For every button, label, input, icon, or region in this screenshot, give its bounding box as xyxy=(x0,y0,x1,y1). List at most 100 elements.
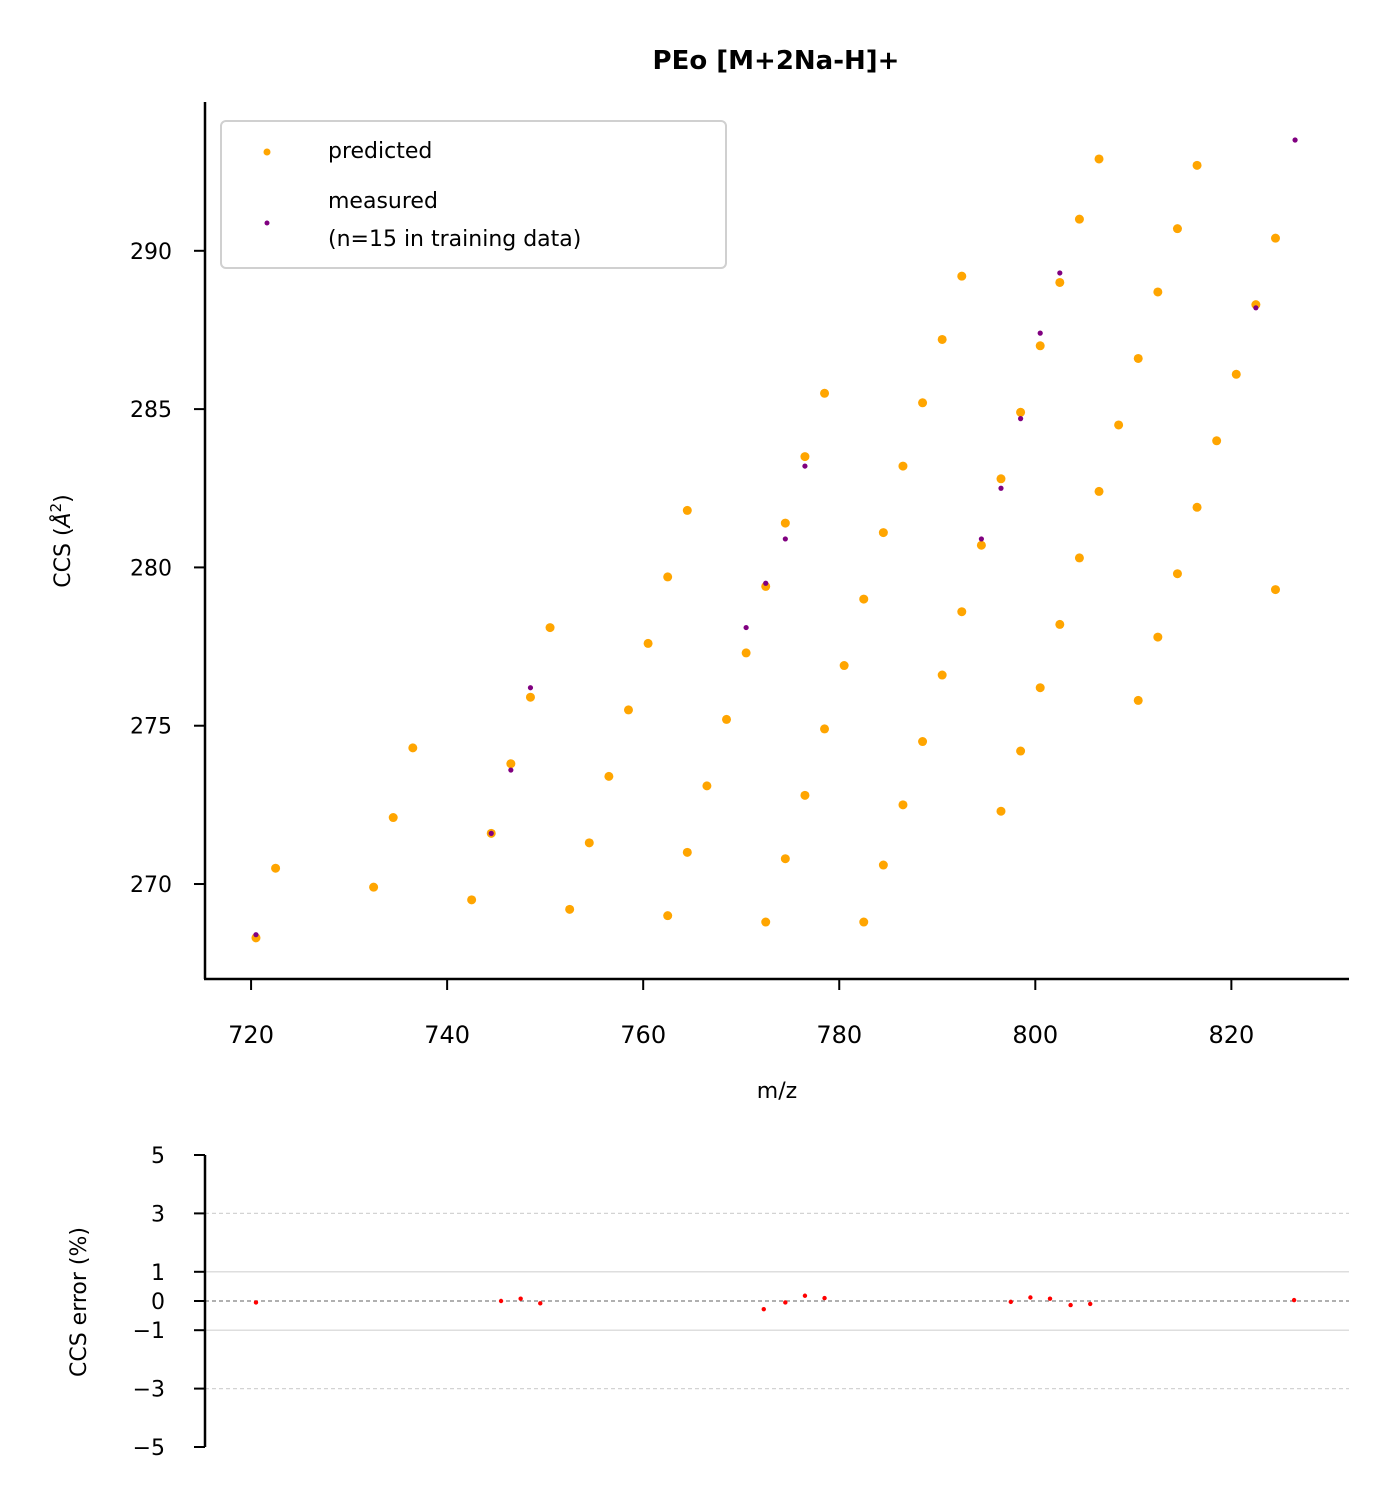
predicted-point xyxy=(408,743,418,753)
measured-point xyxy=(488,830,494,836)
predicted-point xyxy=(1192,160,1202,170)
measured-point xyxy=(1253,305,1259,311)
predicted-point xyxy=(1016,407,1026,417)
y-ticks: 270 275 280 285 290 xyxy=(130,240,205,898)
predicted-point xyxy=(1212,436,1222,446)
predicted-point xyxy=(898,461,908,471)
predicted-point xyxy=(1172,224,1182,234)
measured-point xyxy=(253,932,259,938)
predicted-point xyxy=(800,790,810,800)
predicted-point xyxy=(565,904,575,914)
x-tick-label: 720 xyxy=(228,1021,274,1049)
measured-point xyxy=(998,485,1004,491)
error-point xyxy=(1088,1301,1093,1307)
measured-point xyxy=(802,463,808,469)
predicted-point xyxy=(643,638,653,648)
x-tick-label: 780 xyxy=(816,1021,862,1049)
predicted-point xyxy=(682,505,692,515)
predicted-point xyxy=(918,737,928,747)
predicted-point xyxy=(663,572,673,582)
predicted-point xyxy=(996,806,1006,816)
predicted-point xyxy=(780,854,790,864)
error-point xyxy=(498,1298,504,1304)
predicted-point xyxy=(545,623,555,633)
error-point xyxy=(538,1301,543,1306)
predicted-point xyxy=(820,724,830,734)
predicted-point xyxy=(820,388,830,398)
main-points xyxy=(251,137,1298,943)
predicted-point xyxy=(1231,369,1241,379)
predicted-point xyxy=(957,271,967,281)
predicted-point xyxy=(1035,683,1045,693)
measured-point xyxy=(763,580,769,586)
measured-point xyxy=(978,536,984,542)
predicted-point xyxy=(682,847,692,857)
main-chart: PEo [M+2Na-H]+ 720 740 760 780 800 820 270 275… xyxy=(47,46,1349,1104)
predicted-point xyxy=(1074,553,1084,563)
error-y-tick-label: −1 xyxy=(133,1319,165,1344)
predicted-point xyxy=(388,813,398,823)
error-point xyxy=(761,1306,766,1312)
legend-marker-measured xyxy=(264,220,270,226)
predicted-point xyxy=(859,917,869,927)
predicted-point xyxy=(800,452,810,462)
error-y-tick-label: −5 xyxy=(133,1436,165,1461)
legend-label-measured: measured (n=15 in training data) xyxy=(328,189,581,252)
y-axis-label: CCS (Å2) xyxy=(47,494,76,587)
predicted-point xyxy=(859,594,869,604)
chart-title: PEo [M+2Na-H]+ xyxy=(653,46,900,76)
error-points xyxy=(253,1293,1297,1312)
error-y-tick-label: 0 xyxy=(151,1290,165,1315)
error-point xyxy=(1008,1299,1013,1305)
measured-point xyxy=(1057,270,1063,276)
predicted-point xyxy=(525,692,535,702)
predicted-point xyxy=(996,474,1006,484)
predicted-point xyxy=(1016,746,1026,756)
predicted-point xyxy=(1133,353,1143,363)
y-tick-label: 270 xyxy=(130,873,172,898)
predicted-point xyxy=(1270,585,1280,595)
error-point xyxy=(1068,1302,1073,1308)
predicted-point xyxy=(1094,154,1104,164)
error-point xyxy=(802,1293,808,1298)
predicted-point xyxy=(878,860,888,870)
predicted-point xyxy=(1153,632,1163,642)
error-y-ticks: −5 −3 −1 0 1 3 5 xyxy=(133,1144,205,1461)
predicted-point xyxy=(1055,619,1065,629)
legend-box xyxy=(220,120,727,269)
measured-point xyxy=(527,685,534,691)
predicted-point xyxy=(839,661,849,671)
y-tick-label: 280 xyxy=(130,556,172,581)
measured-point xyxy=(508,767,514,773)
predicted-point xyxy=(898,800,908,810)
predicted-point xyxy=(369,882,379,892)
predicted-point xyxy=(918,398,928,408)
measured-point xyxy=(1018,416,1024,422)
predicted-point xyxy=(604,771,614,781)
predicted-point xyxy=(1153,287,1163,297)
x-ticks: 720 740 760 780 800 820 xyxy=(228,979,1254,1049)
predicted-point xyxy=(623,705,633,715)
measured-point xyxy=(1292,137,1298,143)
predicted-point xyxy=(702,781,712,791)
predicted-point xyxy=(1074,214,1084,224)
predicted-point xyxy=(1055,277,1065,287)
error-point xyxy=(1047,1296,1053,1301)
predicted-point xyxy=(741,648,751,658)
predicted-point xyxy=(878,528,888,538)
error-y-tick-label: 1 xyxy=(151,1261,165,1286)
error-point xyxy=(518,1296,523,1301)
predicted-point xyxy=(1114,420,1124,430)
error-y-tick-label: 3 xyxy=(151,1202,165,1227)
predicted-point xyxy=(780,518,790,528)
error-point xyxy=(1291,1297,1297,1303)
x-tick-label: 760 xyxy=(620,1021,666,1049)
predicted-point xyxy=(584,838,594,848)
x-tick-label: 820 xyxy=(1208,1021,1254,1049)
predicted-point xyxy=(271,863,281,873)
predicted-point xyxy=(1172,569,1182,579)
predicted-point xyxy=(467,895,477,905)
predicted-point xyxy=(506,759,516,769)
error-point xyxy=(822,1295,827,1301)
